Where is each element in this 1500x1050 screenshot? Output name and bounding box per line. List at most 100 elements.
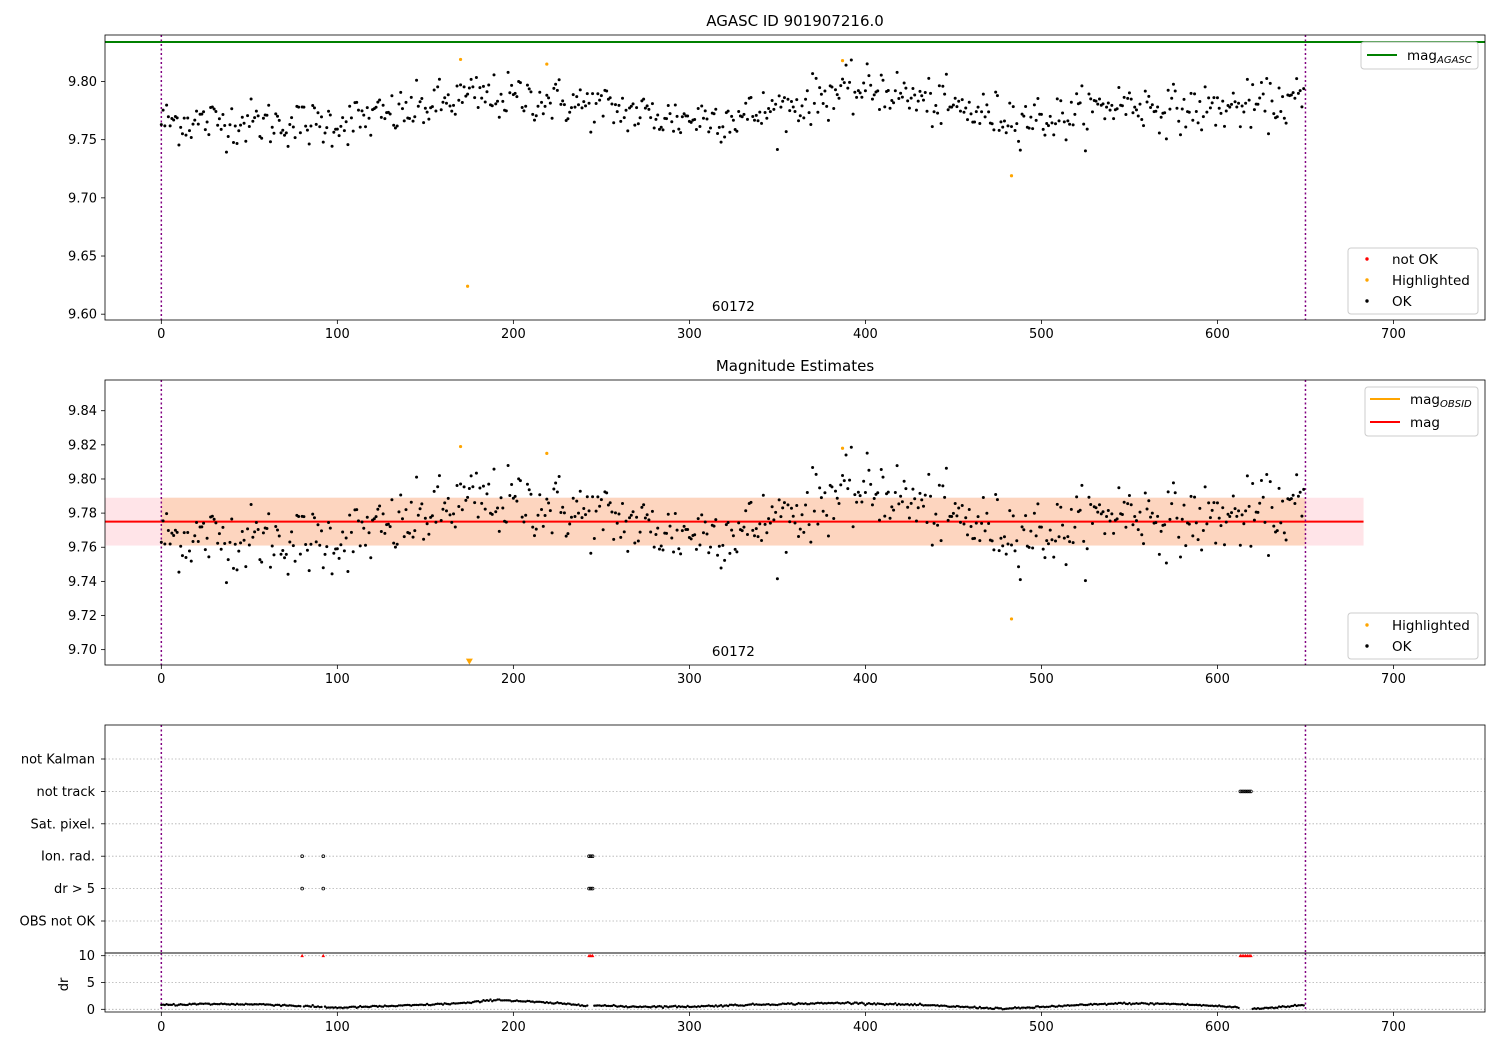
ok-point [416,104,420,108]
ok-point [675,528,679,532]
legend-marker [1365,257,1369,261]
ok-point [994,492,998,496]
ok-point [1046,124,1050,128]
ok-point [670,120,674,124]
ok-point [1230,102,1234,106]
ok-point [471,485,475,489]
p1-0-xtick-label: 700 [1381,327,1406,342]
dr-point [851,1002,855,1005]
ok-point [490,512,494,516]
dr-point [924,1004,927,1007]
ok-point [355,100,359,104]
dr-point [980,1006,983,1010]
dr-point [756,1003,760,1006]
ok-point [895,464,899,468]
ok-point [812,509,816,513]
ok-point [362,526,366,530]
ok-point [825,104,829,108]
offscale-marker [465,658,473,665]
ok-point [957,506,961,510]
ok-point [781,99,785,103]
dr-point [304,1004,307,1008]
ok-point [693,118,697,122]
ok-point [279,552,283,556]
dr-point [364,1005,367,1008]
ok-point [534,114,538,118]
ok-point [879,468,883,472]
ok-point [360,520,364,524]
ok-point [462,85,466,89]
ok-point [821,509,825,513]
dr-point [172,1002,175,1006]
ok-point [182,116,186,120]
dr-point [689,1005,693,1009]
dr-point [975,1006,978,1010]
ok-point [870,503,874,507]
ok-point [356,108,360,112]
ok-point [423,516,427,520]
legend-label: OK [1392,294,1413,310]
ok-point [381,103,385,107]
highlighted-point [1009,174,1014,178]
ok-point [1075,92,1079,96]
ok-point [202,521,206,525]
ok-point [701,531,705,535]
dr-point [1005,1007,1008,1010]
dr-point [496,998,499,1001]
ok-point [1138,510,1142,514]
ok-point [835,93,839,97]
ok-point [869,83,873,87]
dr-point [318,1005,321,1009]
ok-point [791,514,795,518]
ok-point [522,520,526,524]
dr-point [227,1003,230,1006]
ok-point [409,95,413,99]
ok-point [1171,481,1175,485]
ok-point [1096,102,1100,106]
ok-point [615,110,619,114]
ok-point [1295,473,1299,477]
ok-point [992,548,996,552]
ok-point [823,89,827,93]
ok-point [242,538,246,542]
dr-outlier-marker [590,953,595,958]
dr-point [892,1003,895,1006]
flag-row-label: not Kalman [21,753,95,768]
ok-point [608,501,612,505]
ok-point [159,540,163,544]
dr-point [739,1004,742,1007]
ok-point [758,522,762,526]
ok-point [276,114,279,118]
ok-point [1082,122,1086,126]
ok-point [1168,107,1172,111]
dr-point [883,1003,886,1007]
ok-point [400,107,404,111]
ok-point [731,534,735,538]
ok-point [1073,525,1077,529]
ok-point [592,120,596,124]
ok-point [443,96,447,100]
dr-point [1291,1004,1295,1008]
p2-ytick-label: 9.70 [68,643,97,658]
ok-point [737,521,741,525]
ok-point [839,84,843,88]
ok-point [1017,565,1021,569]
ok-point [890,99,894,103]
ok-point [967,507,971,511]
dr-point [1056,1005,1059,1008]
ok-point [645,513,649,517]
p1-frame [104,34,1486,321]
ok-point [494,510,498,514]
dr-point [626,1006,629,1009]
ok-point [1210,101,1214,105]
dr-point [1170,1002,1173,1006]
dr-point [594,1004,598,1007]
ok-point [446,496,450,500]
dr-point [1158,1002,1161,1006]
ok-point [217,117,221,121]
ok-point [1008,509,1012,513]
dr-point [249,1003,253,1006]
p4-frame [104,952,1486,1013]
ok-point [1281,95,1285,99]
ok-point [1164,137,1168,141]
